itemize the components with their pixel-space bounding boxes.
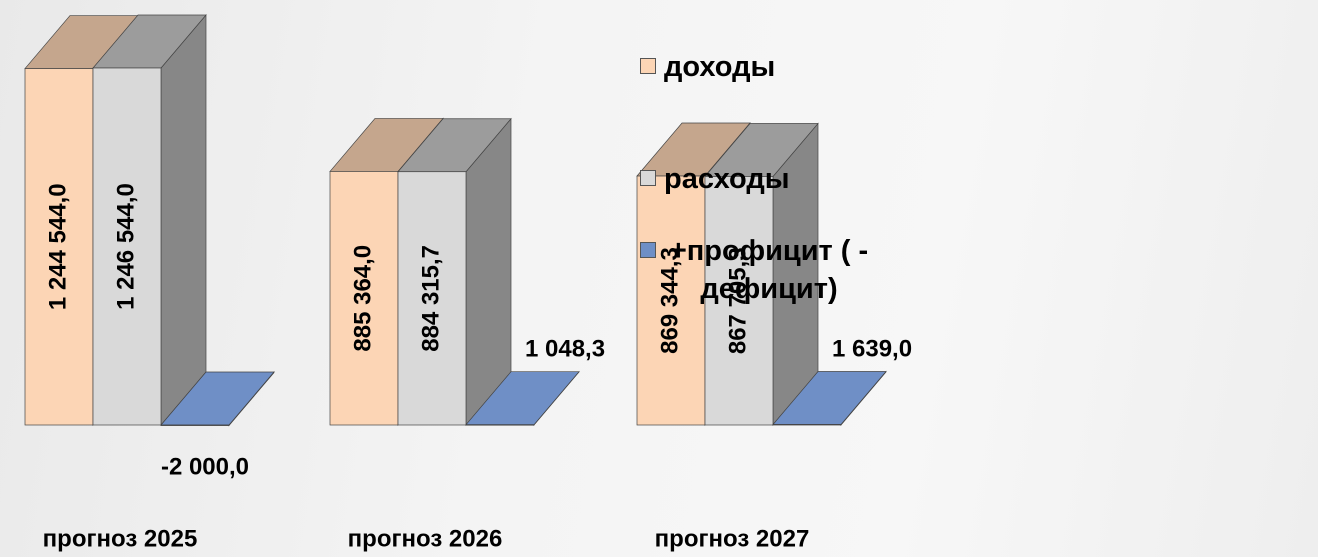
bar-side (160, 14, 207, 426)
bar (160, 371, 275, 427)
legend-swatch (640, 242, 656, 258)
bar (704, 122, 819, 426)
bar-front (397, 171, 467, 426)
bar-front (772, 424, 842, 426)
bar-front (24, 68, 94, 426)
bar-front (92, 67, 162, 426)
bar-front (160, 424, 230, 426)
legend-item: расходы (640, 160, 874, 198)
legend-swatch (640, 58, 656, 74)
value-label: 867 705,3 (724, 247, 751, 354)
value-label: -2 000,0 (161, 453, 249, 480)
bar (465, 370, 580, 426)
x-tick-label: прогноз 2027 (655, 525, 810, 552)
legend-swatch (640, 170, 656, 186)
bar-side (465, 117, 512, 426)
legend-item: +профицит ( -дефицит) (640, 232, 874, 308)
legend-label: +профицит ( -дефицит) (669, 235, 869, 305)
bar-front (704, 176, 774, 426)
value-label: 884 315,7 (417, 245, 444, 352)
legend-label: доходы (664, 51, 776, 83)
value-label: 1 244 544,0 (44, 183, 71, 310)
bar-front (465, 424, 535, 426)
x-tick-label: прогноз 2025 (43, 525, 198, 552)
bar-front (636, 175, 706, 426)
legend-label: расходы (664, 163, 790, 195)
x-tick-label: прогноз 2026 (348, 525, 503, 552)
value-label: 1 639,0 (832, 335, 912, 362)
legend-item: доходы (640, 48, 874, 86)
bar (772, 370, 887, 426)
value-label: 869 344,3 (656, 247, 683, 354)
bar-front (329, 171, 399, 426)
value-label: 885 364,0 (349, 245, 376, 352)
value-label: 1 048,3 (525, 335, 605, 362)
bar (92, 14, 207, 426)
bar (397, 117, 512, 426)
value-label: 1 246 544,0 (112, 183, 139, 310)
